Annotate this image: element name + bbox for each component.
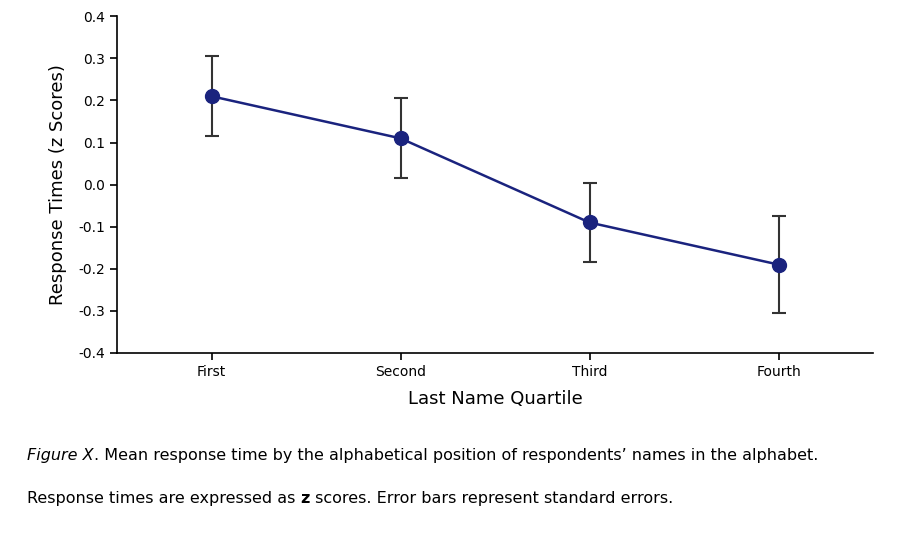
X-axis label: Last Name Quartile: Last Name Quartile bbox=[408, 390, 582, 408]
Text: z: z bbox=[301, 491, 310, 507]
Text: . Mean response time by the alphabetical position of respondents’ names in the a: . Mean response time by the alphabetical… bbox=[94, 448, 818, 463]
Text: Figure X: Figure X bbox=[27, 448, 94, 463]
Y-axis label: Response Times (z Scores): Response Times (z Scores) bbox=[50, 64, 68, 305]
Text: Response times are expressed as: Response times are expressed as bbox=[27, 491, 301, 507]
Text: scores. Error bars represent standard errors.: scores. Error bars represent standard er… bbox=[310, 491, 673, 507]
